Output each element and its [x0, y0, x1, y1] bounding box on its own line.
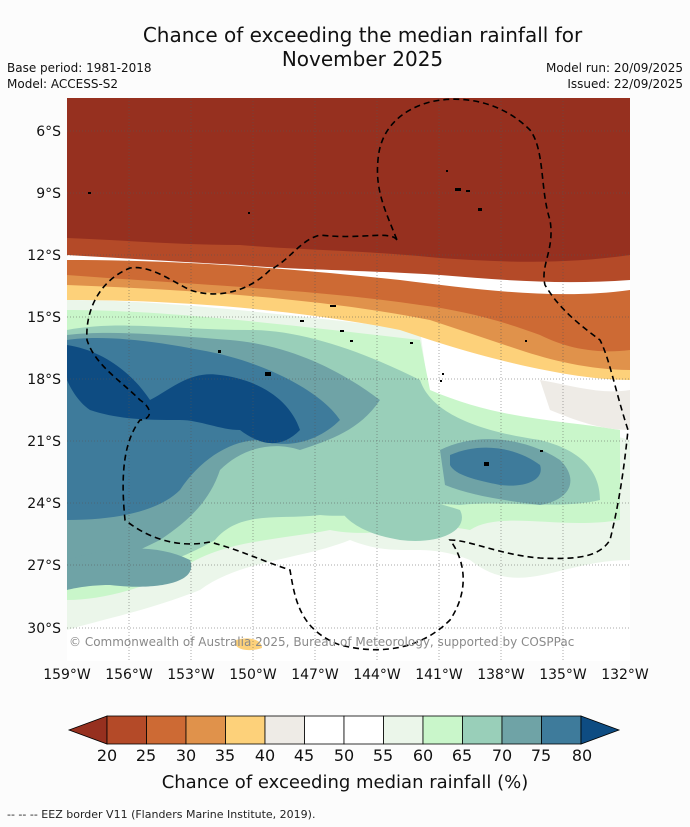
colorbar-title: Chance of exceeding median rainfall (%)	[162, 772, 529, 793]
colorbar-tick: 65	[452, 746, 472, 765]
model-run: Model run: 20/09/2025	[545, 61, 683, 75]
lon-label: 135°W	[539, 667, 587, 683]
title-line-1: Chance of exceeding the median rainfall …	[142, 23, 583, 47]
colorbar-bin	[106, 715, 147, 745]
islands	[88, 170, 543, 466]
base-period: Base period: 1981-2018	[7, 61, 152, 75]
issued-date: Issued: 22/09/2025	[567, 77, 683, 91]
lat-label: 6°S	[36, 124, 61, 140]
lon-label: 153°W	[167, 667, 215, 683]
title-line-2: November 2025	[281, 47, 444, 71]
region-30-35	[67, 265, 630, 370]
colorbar-tick: 75	[531, 746, 551, 765]
lat-label: 9°S	[36, 186, 61, 202]
region-35-40	[67, 270, 630, 380]
lon-label: 156°W	[105, 667, 153, 683]
lat-label: 24°S	[27, 496, 61, 512]
map-title: Chance of exceeding the median rainfall …	[0, 23, 690, 71]
colorbar-tick: 20	[97, 746, 117, 765]
lat-label: 30°S	[27, 621, 61, 637]
region-east-80	[450, 447, 541, 486]
colorbar-ticks: 20 25 30 35 40 45 50 55 60 65 70 75 80	[97, 746, 592, 765]
meta-right: Model run: 20/09/2025 Issued: 22/09/2025	[546, 60, 683, 92]
lon-label: 159°W	[43, 667, 91, 683]
colorbar-bin	[422, 715, 463, 745]
lon-label: 147°W	[291, 667, 339, 683]
colorbar-bin	[146, 715, 187, 745]
colorbar-bin	[383, 715, 424, 745]
colorbar-tick: 70	[492, 746, 512, 765]
lat-label: 21°S	[27, 434, 61, 450]
colorbar-tick: 40	[255, 746, 275, 765]
colorbar-bin	[264, 715, 305, 745]
colorbar-tick: 80	[572, 746, 592, 765]
colorbar-tick: 25	[136, 746, 156, 765]
region-south-mid	[340, 495, 462, 541]
region-over-80	[67, 345, 300, 444]
colorbar-bin	[501, 715, 542, 745]
region-south-orange	[236, 638, 262, 651]
lon-label: 141°W	[415, 667, 463, 683]
model-name: Model: ACCESS-S2	[7, 77, 119, 91]
colorbar-tick: 50	[334, 746, 354, 765]
lat-label: 27°S	[27, 558, 61, 574]
copyright-notice: © Commonwealth of Australia 2025, Bureau…	[69, 635, 574, 649]
lon-label: 150°W	[229, 667, 277, 683]
map-area: © Commonwealth of Australia 2025, Bureau…	[67, 98, 630, 661]
colorbar	[67, 715, 621, 745]
region-25-30	[67, 260, 630, 352]
colorbar-tick: 45	[294, 746, 314, 765]
colorbar-bin	[304, 715, 345, 745]
colorbar-bin	[225, 715, 266, 745]
colorbar-bin	[541, 715, 582, 745]
lat-labels: 6°S 9°S 12°S 15°S 18°S 21°S 24°S 27°S 30…	[27, 124, 61, 637]
lat-label: 15°S	[27, 310, 61, 326]
colorbar-tick: 55	[373, 746, 393, 765]
colorbar-bin	[343, 715, 384, 745]
colorbar-tick: 35	[215, 746, 235, 765]
lon-label: 132°W	[601, 667, 649, 683]
lat-label: 18°S	[27, 372, 61, 388]
colorbar-tick: 30	[176, 746, 196, 765]
lat-label: 12°S	[27, 248, 61, 264]
colorbar-extend-high	[580, 715, 621, 745]
region-45-50	[540, 380, 630, 430]
eez-footnote: -- -- -- EEZ border V11 (Flanders Marine…	[7, 808, 316, 821]
graticule	[67, 98, 630, 661]
colorbar-extend-low	[67, 715, 108, 745]
colorbar-tick: 60	[413, 746, 433, 765]
eez-border-north	[86, 98, 629, 651]
colorbar-bin	[462, 715, 503, 745]
colorbar-bin	[185, 715, 226, 745]
lon-label: 144°W	[353, 667, 401, 683]
lon-label: 138°W	[477, 667, 525, 683]
lon-labels: 159°W 156°W 153°W 150°W 147°W 144°W 141°…	[43, 667, 649, 683]
region-below-20	[67, 98, 630, 262]
meta-left: Base period: 1981-2018 Model: ACCESS-S2	[7, 60, 152, 92]
